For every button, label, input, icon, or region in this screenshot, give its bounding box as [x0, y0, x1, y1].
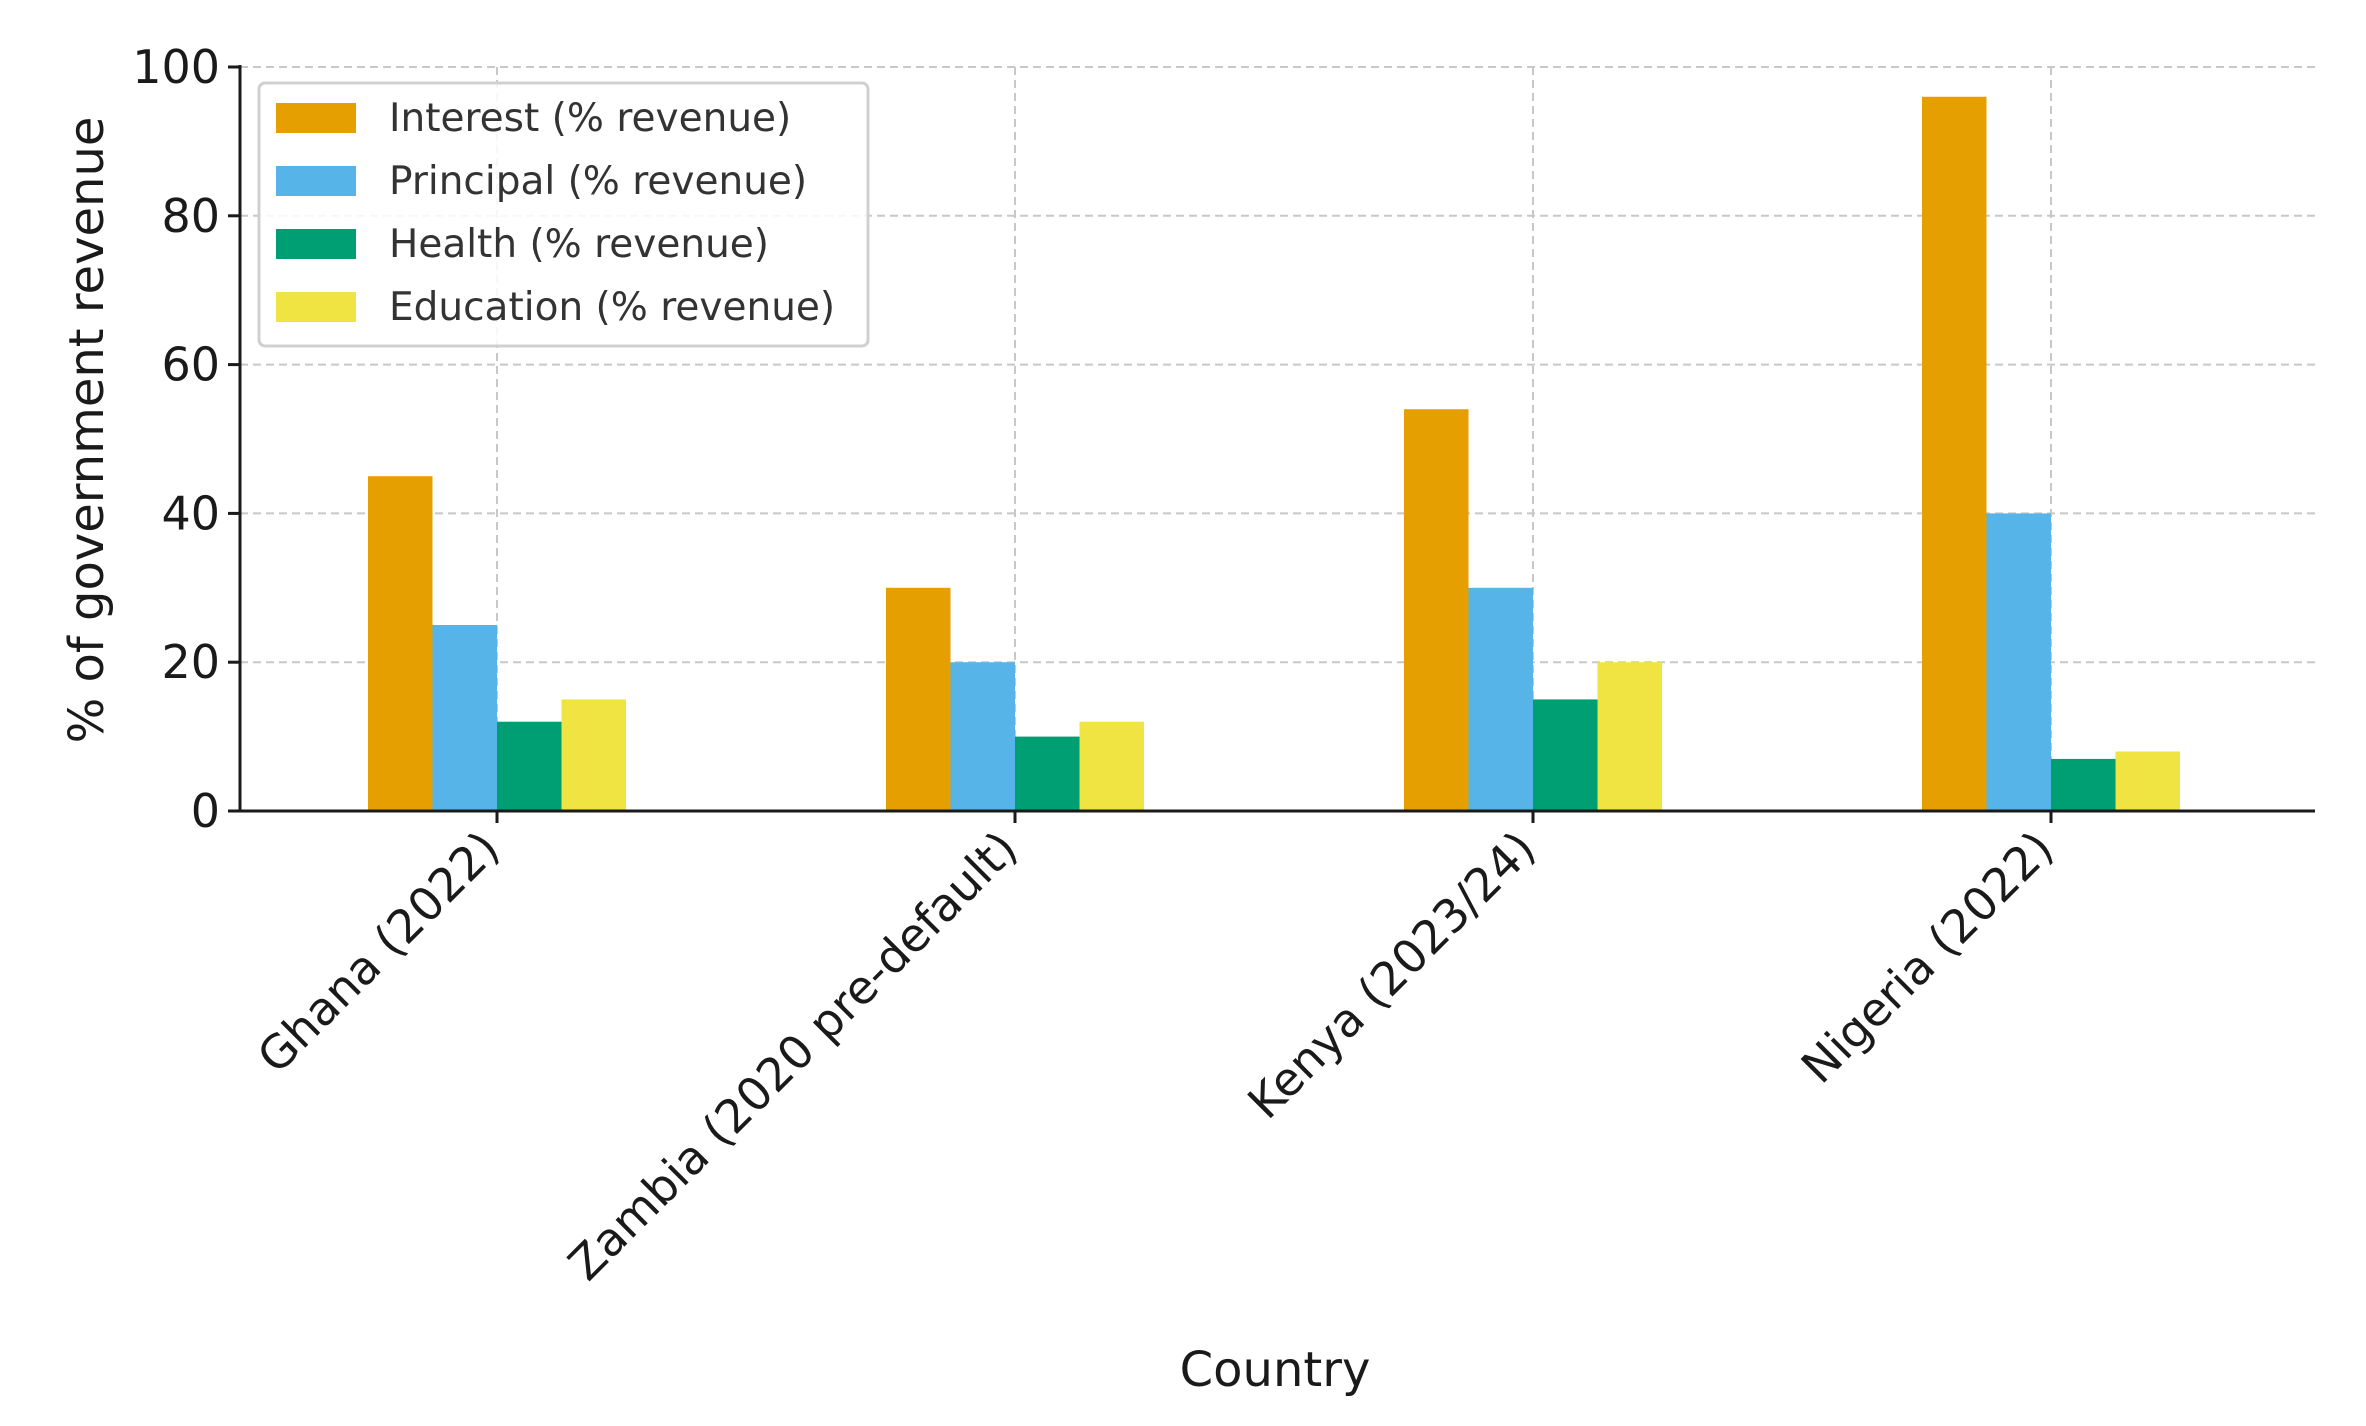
y-tick-label: 40 [161, 486, 220, 540]
bar-1-3 [1986, 513, 2051, 811]
legend-swatch [276, 166, 356, 196]
bar-3-3 [2115, 751, 2180, 811]
bar-1-1 [950, 662, 1015, 811]
legend-swatch [276, 229, 356, 259]
y-ticks: 0 20 40 60 80 100 [132, 40, 240, 838]
bar-3-2 [1597, 662, 1662, 811]
y-axis-title: % of government revenue [59, 117, 115, 744]
y-tick-label: 20 [161, 635, 220, 689]
bars [368, 96, 2180, 811]
y-tick-label: 100 [132, 40, 220, 94]
bar-2-3 [2051, 758, 2116, 811]
legend: Interest (% revenue) Principal (% revenue… [257, 81, 870, 348]
bar-0-1 [886, 587, 951, 811]
y-tick-label: 0 [191, 784, 220, 838]
bar-2-2 [1533, 699, 1598, 811]
y-tick-label: 60 [161, 338, 220, 392]
bar-2-1 [1015, 736, 1080, 811]
bar-0-0 [368, 476, 433, 811]
x-ticks: Ghana (2022) Zambia (2020 pre-default) Ken… [247, 811, 2064, 1291]
bar-0-3 [1922, 96, 1987, 811]
x-tick-label: Nigeria (2022) [1791, 821, 2064, 1094]
legend-swatch [276, 103, 356, 133]
legend-frame [257, 81, 870, 348]
axes [238, 65, 2315, 813]
bar-0-2 [1404, 409, 1469, 811]
x-axis-title: Country [1180, 1342, 1371, 1398]
x-tick-label: Kenya (2023/24) [1237, 821, 1546, 1130]
y-tick-label: 80 [161, 189, 220, 243]
x-tick-label: Zambia (2020 pre-default) [558, 821, 1028, 1291]
bar-2-0 [497, 721, 562, 811]
legend-swatch [276, 292, 356, 322]
bar-3-1 [1079, 721, 1144, 811]
legend-label: Health (% revenue) [389, 222, 769, 267]
legend-label: Education (% revenue) [389, 285, 835, 330]
x-tick-label: Ghana (2022) [247, 821, 510, 1084]
bar-1-0 [432, 625, 497, 811]
bar-1-2 [1468, 587, 1533, 811]
legend-label: Principal (% revenue) [389, 159, 807, 204]
bar-3-0 [561, 699, 626, 811]
legend-label: Interest (% revenue) [389, 96, 791, 141]
